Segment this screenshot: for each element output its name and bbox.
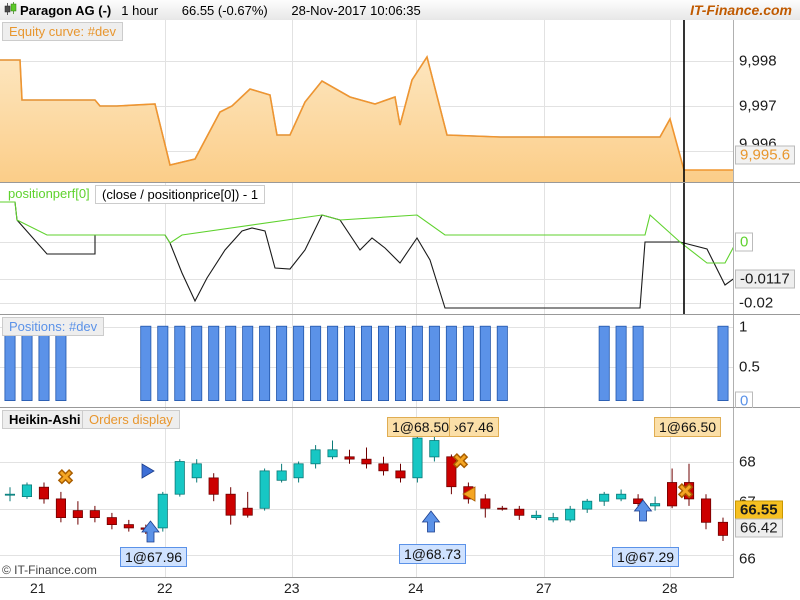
- svg-text:✖: ✖: [677, 481, 694, 503]
- svg-text:✖: ✖: [57, 467, 74, 489]
- svg-text:✖: ✖: [452, 451, 469, 473]
